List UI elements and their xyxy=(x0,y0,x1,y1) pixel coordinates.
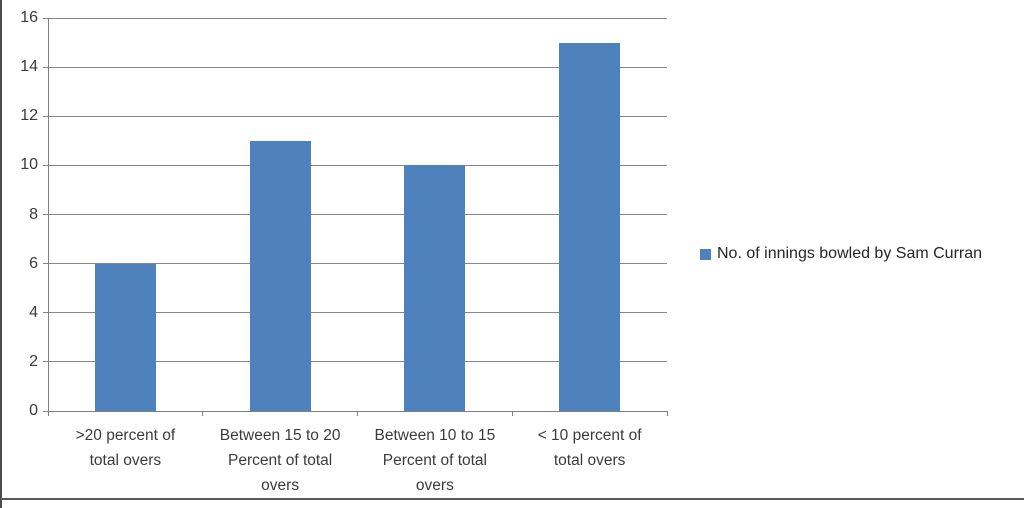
y-axis-tick xyxy=(43,312,48,314)
y-axis-tick xyxy=(43,361,48,363)
x-axis-tick xyxy=(202,411,204,416)
x-axis-category-label: < 10 percent of total overs xyxy=(537,427,642,469)
x-axis-tick xyxy=(666,411,668,416)
left-border-line xyxy=(0,0,2,508)
bar xyxy=(404,165,466,411)
y-axis-tick-label: 10 xyxy=(20,156,38,174)
y-axis-tick-label: 0 xyxy=(29,402,38,419)
y-axis-tick-label: 8 xyxy=(29,205,38,223)
gridline xyxy=(48,263,667,265)
y-axis-tick-label: 6 xyxy=(29,254,38,272)
x-axis-tick xyxy=(47,411,49,416)
x-axis-category-label: Between 10 to 15 Percent of total overs xyxy=(374,427,496,494)
gridline xyxy=(48,17,667,19)
y-axis-line xyxy=(48,18,49,411)
x-axis-line xyxy=(48,410,668,412)
x-axis-tick xyxy=(511,411,513,416)
bar xyxy=(249,140,311,411)
gridline xyxy=(48,312,667,314)
y-axis-tick-label: 2 xyxy=(29,352,38,370)
legend-square-icon xyxy=(700,248,711,260)
y-axis-tick xyxy=(43,164,48,166)
x-axis-category-label: >20 percent of total overs xyxy=(75,427,176,469)
y-axis-tick xyxy=(43,66,48,68)
y-axis-tick-label: 4 xyxy=(29,303,38,321)
bar xyxy=(94,263,156,411)
gridline xyxy=(48,164,667,166)
x-axis-tick xyxy=(357,411,358,416)
gridline xyxy=(48,214,667,215)
y-axis-tick xyxy=(43,410,48,412)
legend-label: No. of innings bowled by Sam Curran xyxy=(717,245,983,262)
y-axis-tick xyxy=(43,17,48,19)
y-axis-tick xyxy=(43,263,48,265)
bar xyxy=(559,42,621,411)
legend: No. of innings bowled by Sam Curran xyxy=(700,245,982,263)
gridline xyxy=(48,115,667,117)
x-axis-category-label: Between 15 to 20 Percent of total overs xyxy=(219,427,341,494)
y-axis-tick xyxy=(43,214,48,215)
y-axis-tick-label: 12 xyxy=(20,107,38,125)
gridline xyxy=(48,361,667,363)
bottom-border-line xyxy=(0,498,1024,500)
gridline xyxy=(48,66,667,68)
y-axis-tick-label: 16 xyxy=(20,9,38,26)
y-axis-tick-label: 14 xyxy=(20,58,38,76)
y-axis-tick xyxy=(43,115,48,117)
